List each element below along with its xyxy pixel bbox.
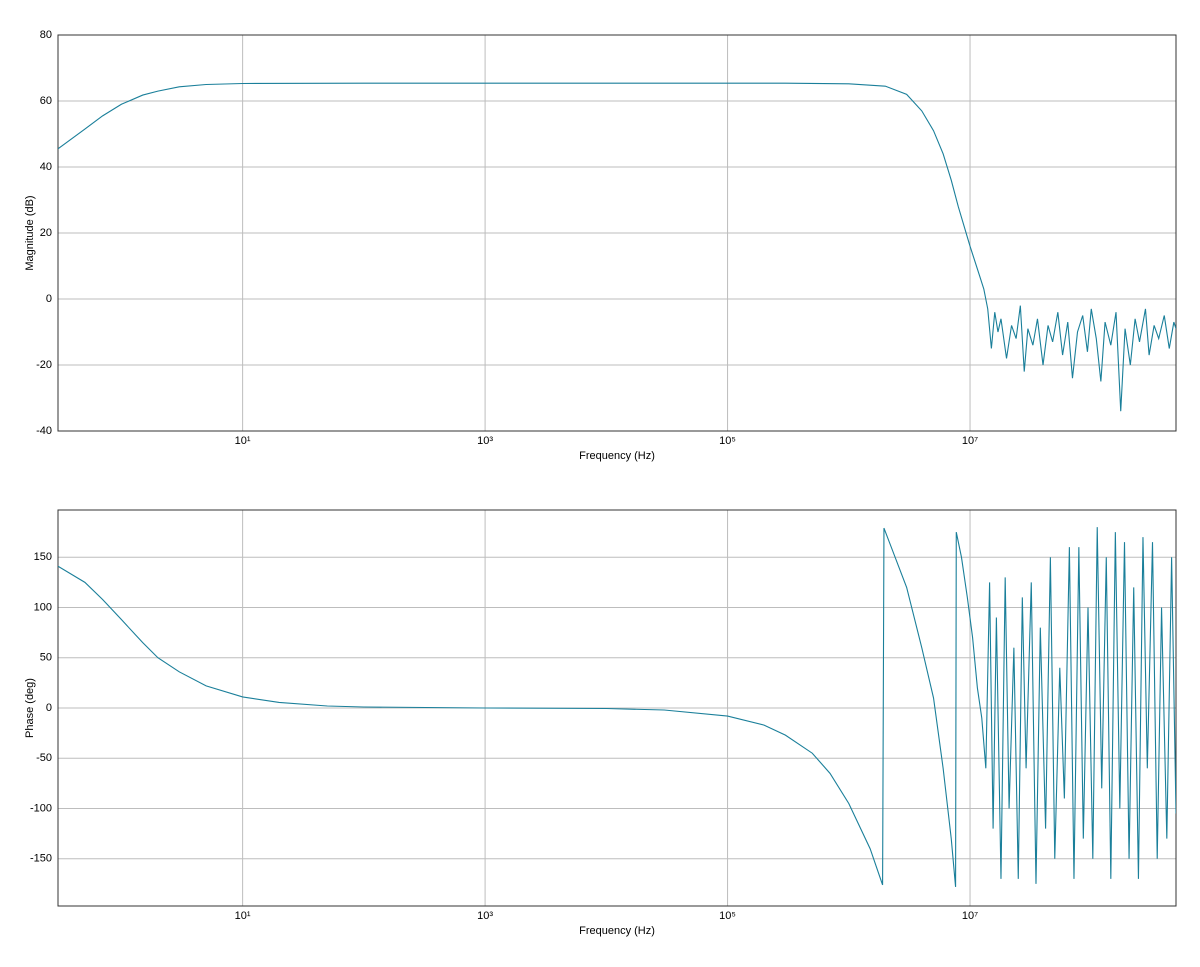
y-tick-label: -50 — [36, 752, 52, 764]
data-line — [58, 527, 1176, 887]
plot-frame — [57, 509, 1177, 907]
x-tick-label: 10³ — [477, 435, 493, 447]
x-tick-label: 10³ — [477, 910, 493, 922]
x-tick-label: 10⁵ — [719, 910, 736, 922]
y-tick-label: 150 — [34, 551, 52, 563]
subplot: -40 -20 0 20 40 60 80 10¹ 10³ 10⁵ 10⁷ Frequency (Hz… — [24, 29, 1177, 462]
plot-frame — [57, 34, 1177, 432]
y-tick-label: -40 — [36, 425, 52, 437]
y-tick-label: 40 — [40, 161, 52, 173]
y-tick-label: 80 — [40, 29, 52, 41]
y-tick-label: 0 — [46, 293, 52, 305]
y-tick-label: -20 — [36, 359, 52, 371]
y-tick-label: 20 — [40, 227, 52, 239]
y-axis-label: Magnitude (dB) — [24, 195, 36, 270]
x-tick-label: 10¹ — [235, 910, 251, 922]
x-tick-label: 10⁷ — [962, 910, 978, 922]
x-axis-label: Frequency (Hz) — [579, 925, 655, 937]
x-axis-label: Frequency (Hz) — [579, 450, 655, 462]
y-tick-label: 50 — [40, 652, 52, 664]
data-line — [58, 82, 1176, 412]
y-tick-label: 100 — [34, 601, 52, 613]
y-tick-label: -100 — [30, 802, 52, 814]
x-tick-label: 10⁷ — [962, 435, 978, 447]
subplot: -150 -100 -50 0 50 100 150 10¹ 10³ 10⁵ 10⁷ Frequenc… — [24, 509, 1177, 937]
y-axis-label: Phase (deg) — [24, 678, 36, 738]
x-tick-label: 10⁵ — [719, 435, 736, 447]
x-tick-label: 10¹ — [235, 435, 251, 447]
y-tick-label: 60 — [40, 95, 52, 107]
y-tick-label: -150 — [30, 853, 52, 865]
y-tick-label: 0 — [46, 702, 52, 714]
